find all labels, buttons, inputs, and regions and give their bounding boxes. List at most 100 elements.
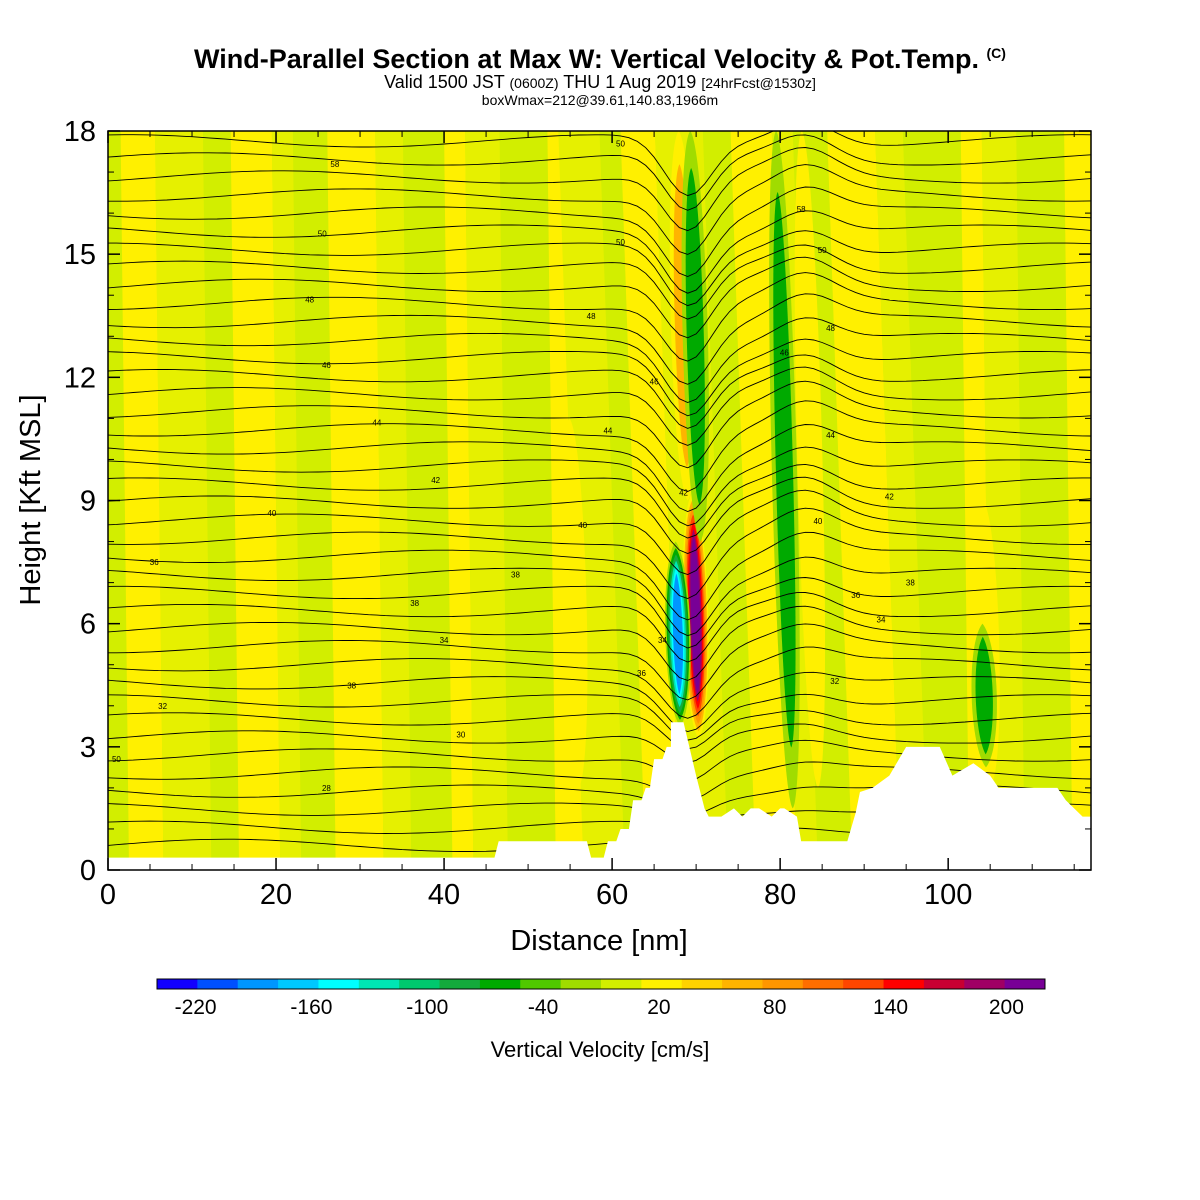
x-tick-label: 20 [260, 879, 292, 911]
isentrope-label: 50 [818, 246, 827, 255]
isentrope-label: 48 [826, 324, 835, 333]
colorbar-swatch [923, 979, 965, 989]
velocity-stripe [230, 131, 281, 870]
isentrope-line [108, 463, 1091, 539]
isentrope-label: 36 [851, 591, 860, 600]
isentrope-line [108, 623, 1091, 701]
isentrope-line [108, 317, 1091, 403]
colorbar-tick-label: -100 [406, 996, 448, 1019]
colorbar-swatch [157, 979, 198, 989]
colorbar-swatch [762, 979, 804, 989]
isentrope-line [108, 446, 1091, 527]
colorbar-swatch [439, 979, 481, 989]
isentrope-line [108, 147, 1091, 232]
isentrope-line [108, 476, 1091, 554]
isentrope-label: 42 [679, 488, 688, 497]
copyright-mark: (C) [986, 45, 1006, 61]
isentrope-label: 38 [906, 579, 915, 588]
downdraft-band [685, 167, 705, 505]
isentrope-label: 34 [658, 636, 667, 645]
isentrope-label: 34 [877, 616, 886, 625]
colorbar: -220 -160 -100 -40 20 80 140 200 [156, 978, 1046, 1019]
isentrope-line [108, 293, 1091, 385]
updraft-band [794, 131, 826, 788]
colorbar-swatch [722, 979, 763, 989]
isentrope-line [108, 134, 1091, 211]
x-tick-label: 80 [764, 879, 796, 911]
velocity-stripe [271, 131, 302, 870]
colorbar-swatch [278, 979, 319, 989]
colorbar-tick-label: -160 [290, 996, 332, 1019]
colorbar-swatch [843, 979, 885, 989]
colorbar-swatch [641, 979, 683, 989]
isentrope-line [108, 531, 1091, 621]
isentrope-label: 38 [347, 681, 356, 690]
isentrope-label: 50 [318, 230, 327, 239]
x-tick-label: 100 [924, 879, 972, 911]
isentrope-label: 44 [603, 427, 612, 436]
y-tick-label: 6 [80, 609, 96, 641]
colorbar-swatch [520, 979, 562, 989]
isentrope-label: 58 [330, 160, 339, 169]
downdraft-band [975, 636, 993, 755]
y-tick-label: 18 [64, 116, 96, 148]
isentrope-label: 32 [830, 677, 839, 686]
isentrope-line [108, 338, 1091, 417]
x-tick-label: 0 [100, 879, 116, 911]
colorbar-swatch [318, 979, 360, 989]
colorbar-swatch [1004, 979, 1046, 989]
isentrope-line [108, 354, 1091, 429]
isentrope-label: 36 [637, 669, 646, 678]
y-axis-ticks: 0 36 9 12 15 18 [64, 116, 1091, 887]
y-tick-label: 9 [80, 486, 96, 518]
isentrope-line [108, 256, 1091, 339]
isentrope-line [108, 164, 1091, 255]
isentrope-label: 58 [797, 205, 806, 214]
velocity-stripe [155, 131, 212, 870]
title-main: Wind-Parallel Section at Max W: Vertical… [194, 44, 979, 74]
isentrope-label: 46 [322, 361, 331, 370]
colorbar-swatch [358, 979, 400, 989]
isentrope-line [108, 272, 1091, 362]
isentrope-label: 46 [650, 377, 659, 386]
velocity-stripe [620, 131, 681, 870]
isentrope-line [108, 605, 1091, 681]
updraft-band [690, 536, 701, 695]
colorbar-swatch [237, 979, 279, 989]
colorbar-swatch [601, 979, 642, 989]
isentrope-line [108, 693, 1091, 741]
x-tick-label: 40 [428, 879, 460, 911]
chart-subtitle: Valid 1500 JST (0600Z) THU 1 Aug 2019 [2… [0, 72, 1200, 93]
isentrope-line [108, 186, 1091, 277]
colorbar-swatch [399, 979, 441, 989]
isentrope-label: 40 [813, 517, 822, 526]
velocity-stripe [875, 131, 929, 870]
isentrope-labels: 50 32 36 28 38 34 38 30 40 42 44 46 48 50 58 38 40 36 34 42… [112, 139, 915, 793]
downdraft-band [773, 191, 796, 748]
isentrope-line [108, 210, 1091, 294]
isentrope-label: 50 [112, 755, 121, 764]
isentrope-line [108, 400, 1091, 492]
colorbar-swatch [802, 979, 844, 989]
isentrope-label: 48 [305, 295, 314, 304]
isentrope-label: 50 [616, 139, 625, 148]
colorbar-tick-label: 140 [873, 996, 908, 1019]
isentrope-line [108, 380, 1091, 469]
colorbar-tick-label: -220 [175, 996, 217, 1019]
isentrope-line [108, 709, 1091, 750]
colorbar-tick-label: 20 [647, 996, 670, 1019]
isentrope-line [108, 723, 1091, 763]
velocity-stripe [465, 131, 508, 870]
isentrope-line [108, 131, 1091, 197]
isentrope-label: 32 [158, 702, 167, 711]
y-tick-label: 0 [80, 855, 96, 887]
isentrope-line [108, 230, 1091, 307]
boxwmax-line: boxWmax=212@39.61,140.83,1966m [481, 92, 719, 108]
y-tick-label: 12 [64, 362, 96, 394]
x-tick-label: 60 [596, 879, 628, 911]
isentrope-label: 50 [616, 238, 625, 247]
y-tick-label: 15 [64, 239, 96, 271]
isentrope-label: 28 [322, 784, 331, 793]
colorbar-frame [156, 978, 1046, 990]
